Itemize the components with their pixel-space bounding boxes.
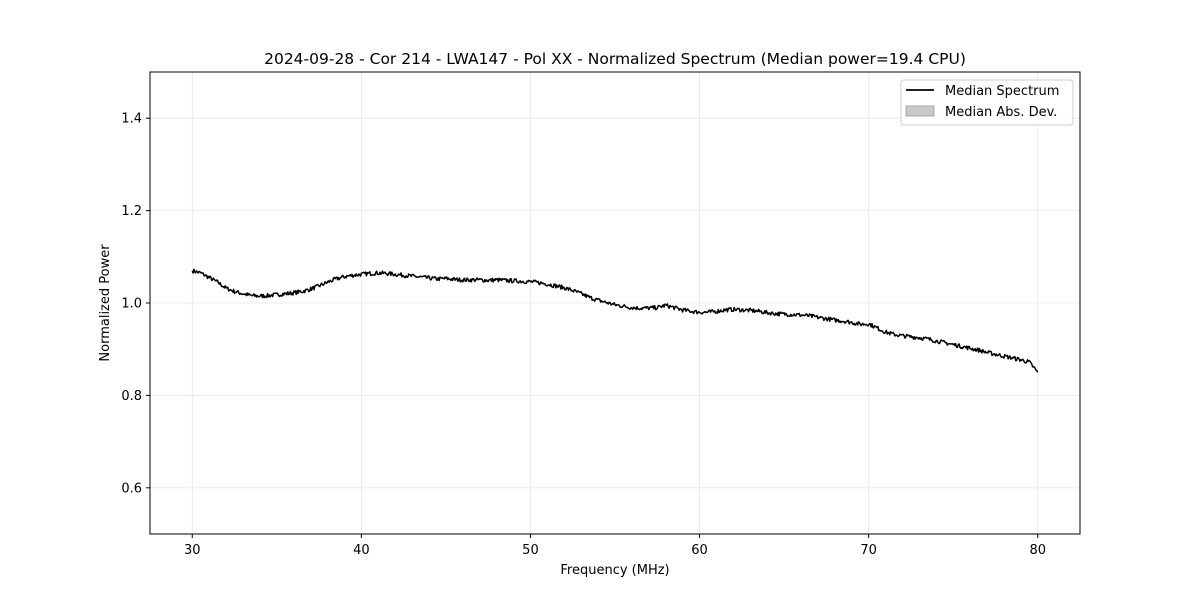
chart-title: 2024-09-28 - Cor 214 - LWA147 - Pol XX -… bbox=[264, 50, 966, 68]
x-tick-label: 80 bbox=[1029, 543, 1046, 558]
y-tick-label: 0.8 bbox=[121, 389, 142, 404]
y-tick-label: 1.2 bbox=[121, 204, 142, 219]
x-tick-label: 30 bbox=[184, 543, 201, 558]
x-axis-label: Frequency (MHz) bbox=[560, 563, 669, 578]
legend-label-median-spectrum: Median Spectrum bbox=[945, 84, 1059, 99]
x-tick-label: 70 bbox=[860, 543, 877, 558]
y-tick-label: 1.4 bbox=[121, 112, 142, 127]
x-tick-label: 40 bbox=[353, 543, 370, 558]
y-tick-label: 0.6 bbox=[121, 481, 142, 496]
legend-patch-swatch bbox=[905, 105, 935, 117]
legend-label-median-abs-dev: Median Abs. Dev. bbox=[945, 105, 1057, 120]
series-lines bbox=[191, 268, 1039, 373]
median-spectrum-line bbox=[191, 268, 1039, 373]
x-tick-label: 50 bbox=[522, 543, 539, 558]
legend: Median Spectrum Median Abs. Dev. bbox=[900, 79, 1074, 126]
x-tick-label: 60 bbox=[691, 543, 708, 558]
y-axis-ticks: 0.6 0.8 1.0 1.2 1.4 bbox=[121, 112, 150, 496]
legend-box bbox=[900, 79, 1074, 126]
y-tick-label: 1.0 bbox=[121, 297, 142, 312]
y-axis-label: Normalized Power bbox=[98, 244, 113, 362]
x-axis-ticks: 30 40 50 60 70 80 bbox=[184, 534, 1046, 558]
